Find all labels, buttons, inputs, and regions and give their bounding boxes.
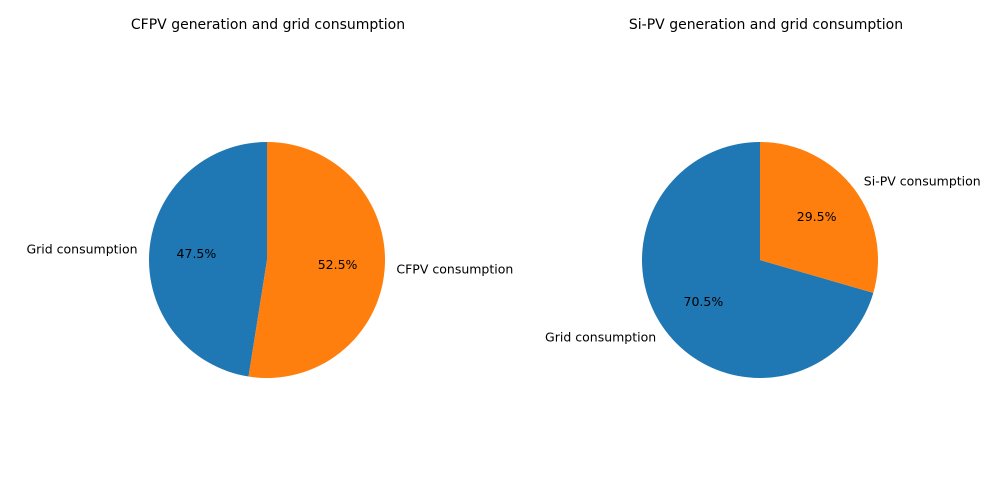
slice-label-grid-consumption: Grid consumption bbox=[26, 241, 137, 256]
pie-chart-sipv: Si-PV generation and grid consumption Gr… bbox=[545, 17, 981, 378]
chart-title: CFPV generation and grid consumption bbox=[131, 17, 405, 33]
slice-label-cfpv-consumption: CFPV consumption bbox=[396, 262, 513, 277]
slice-label-grid-consumption: Grid consumption bbox=[545, 329, 656, 344]
percent-label-grid-consumption: 47.5% bbox=[177, 246, 217, 261]
pie-chart-cfpv: CFPV generation and grid consumption Gri… bbox=[26, 17, 513, 378]
pie-slice-si-pv-consumption bbox=[760, 142, 878, 293]
chart-title: Si-PV generation and grid consumption bbox=[629, 17, 903, 33]
percent-label-cfpv-consumption: 52.5% bbox=[318, 257, 358, 272]
percent-label-grid-consumption: 70.5% bbox=[684, 294, 724, 309]
pie-slice-grid-consumption bbox=[642, 142, 874, 378]
percent-label-si-pv-consumption: 29.5% bbox=[797, 209, 837, 224]
pie-slice-cfpv-consumption bbox=[248, 142, 386, 378]
slice-label-si-pv-consumption: Si-PV consumption bbox=[864, 174, 981, 189]
pie-slice-grid-consumption bbox=[149, 142, 267, 377]
